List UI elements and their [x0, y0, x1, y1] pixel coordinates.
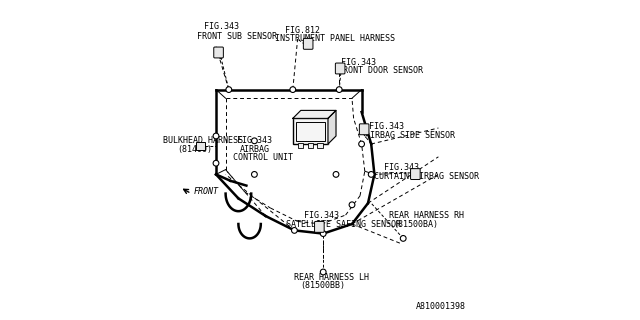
Bar [317, 143, 323, 148]
Text: FIG.343: FIG.343 [204, 22, 239, 31]
Text: FIG.343: FIG.343 [340, 58, 376, 67]
Text: FIG.343: FIG.343 [237, 136, 272, 145]
Polygon shape [328, 110, 336, 144]
Circle shape [213, 133, 219, 139]
Text: FRONT SUB SENSOR: FRONT SUB SENSOR [197, 32, 277, 41]
Circle shape [292, 228, 297, 233]
Circle shape [213, 160, 219, 166]
Text: FIG.812: FIG.812 [285, 26, 320, 35]
Circle shape [321, 269, 326, 275]
Circle shape [321, 231, 326, 236]
Text: AIRBAG: AIRBAG [239, 145, 269, 154]
Text: REAR HARNESS RH: REAR HARNESS RH [388, 211, 464, 220]
FancyBboxPatch shape [303, 38, 313, 49]
Text: (81500BB): (81500BB) [300, 281, 345, 290]
Text: (81400): (81400) [177, 145, 212, 154]
FancyBboxPatch shape [214, 47, 223, 58]
Text: CONTROL UNIT: CONTROL UNIT [233, 153, 293, 162]
Circle shape [337, 87, 342, 92]
FancyBboxPatch shape [335, 63, 345, 74]
FancyBboxPatch shape [196, 142, 205, 150]
Text: FIG.343: FIG.343 [369, 122, 404, 131]
Text: FRONT: FRONT [193, 187, 219, 196]
Circle shape [219, 55, 223, 59]
Text: CURTAIN AIRBAG SENSOR: CURTAIN AIRBAG SENSOR [374, 172, 479, 181]
Text: REAR HARNESS LH: REAR HARNESS LH [294, 273, 369, 282]
Circle shape [369, 172, 374, 177]
Circle shape [319, 224, 322, 227]
Circle shape [333, 172, 339, 177]
Text: (81500BA): (81500BA) [394, 220, 438, 229]
FancyBboxPatch shape [411, 169, 420, 180]
Bar [298, 143, 303, 148]
Text: AIRBAG SIDE SENSOR: AIRBAG SIDE SENSOR [365, 131, 455, 140]
Bar [292, 118, 328, 144]
Text: A810001398: A810001398 [416, 302, 466, 311]
Text: INSTRUMENT PANEL HARNESS: INSTRUMENT PANEL HARNESS [275, 34, 396, 43]
Circle shape [290, 87, 296, 92]
Bar [308, 143, 313, 148]
FancyBboxPatch shape [315, 221, 324, 232]
Circle shape [349, 202, 355, 208]
Polygon shape [292, 110, 336, 118]
Circle shape [252, 172, 257, 177]
Text: FRONT DOOR SENSOR: FRONT DOOR SENSOR [338, 66, 422, 75]
Text: FIG.343: FIG.343 [304, 211, 339, 220]
Circle shape [252, 138, 257, 144]
Circle shape [226, 87, 232, 92]
Circle shape [364, 126, 367, 130]
Circle shape [415, 171, 418, 174]
Circle shape [401, 236, 406, 241]
Text: FIG.343: FIG.343 [384, 163, 419, 172]
Circle shape [307, 41, 310, 44]
Text: BULKHEAD HARNESS: BULKHEAD HARNESS [163, 136, 243, 145]
FancyBboxPatch shape [360, 124, 369, 135]
Circle shape [339, 66, 342, 69]
Bar [296, 122, 325, 141]
Circle shape [359, 141, 365, 147]
Text: SATELLITE SAFING SENSOR: SATELLITE SAFING SENSOR [285, 220, 401, 229]
